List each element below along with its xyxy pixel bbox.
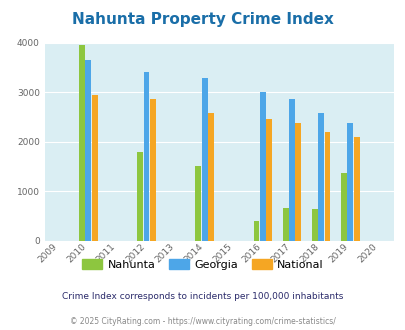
Bar	[324, 132, 330, 241]
Bar	[259, 92, 265, 241]
Bar	[85, 60, 91, 241]
Bar	[92, 95, 98, 241]
Bar	[346, 122, 352, 241]
Bar	[295, 123, 301, 241]
Bar	[201, 78, 207, 241]
Bar	[79, 45, 85, 241]
Bar	[253, 221, 259, 241]
Bar	[149, 99, 156, 241]
Bar	[266, 118, 272, 241]
Bar	[353, 137, 359, 241]
Legend: Nahunta, Georgia, National: Nahunta, Georgia, National	[78, 255, 327, 274]
Bar	[311, 209, 317, 241]
Bar	[143, 72, 149, 241]
Text: Nahunta Property Crime Index: Nahunta Property Crime Index	[72, 12, 333, 26]
Bar	[340, 173, 346, 241]
Bar	[318, 113, 323, 241]
Text: Crime Index corresponds to incidents per 100,000 inhabitants: Crime Index corresponds to incidents per…	[62, 292, 343, 301]
Bar	[195, 166, 201, 241]
Bar	[137, 152, 143, 241]
Bar	[208, 113, 213, 241]
Bar	[288, 99, 294, 241]
Text: © 2025 CityRating.com - https://www.cityrating.com/crime-statistics/: © 2025 CityRating.com - https://www.city…	[70, 317, 335, 326]
Bar	[282, 208, 288, 241]
